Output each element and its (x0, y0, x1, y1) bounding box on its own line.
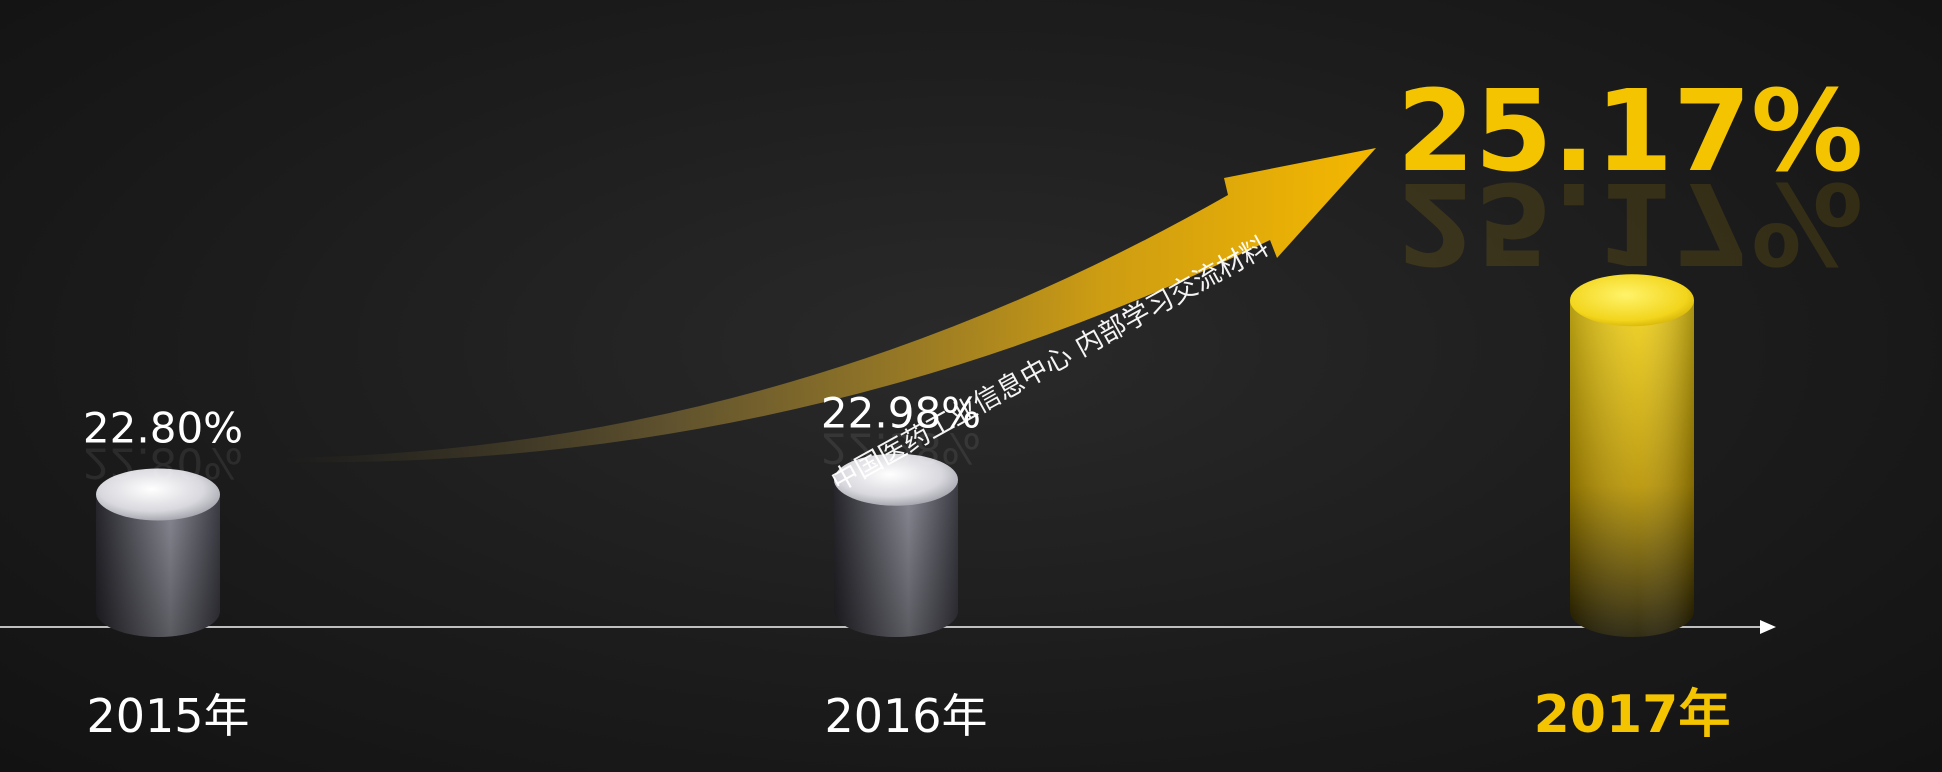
category-label: 2017年 (1534, 685, 1731, 745)
value-label-reflection: 25.17% (1397, 157, 1863, 287)
value-label-reflection: 22.80% (83, 438, 243, 487)
x-axis-arrowhead (1760, 620, 1776, 634)
bar-shading (1570, 300, 1694, 637)
bar-2015年 (96, 468, 220, 637)
category-label: 2016年 (824, 689, 987, 743)
bar-2017年 (1570, 274, 1694, 637)
category-label: 2015年 (86, 689, 249, 743)
